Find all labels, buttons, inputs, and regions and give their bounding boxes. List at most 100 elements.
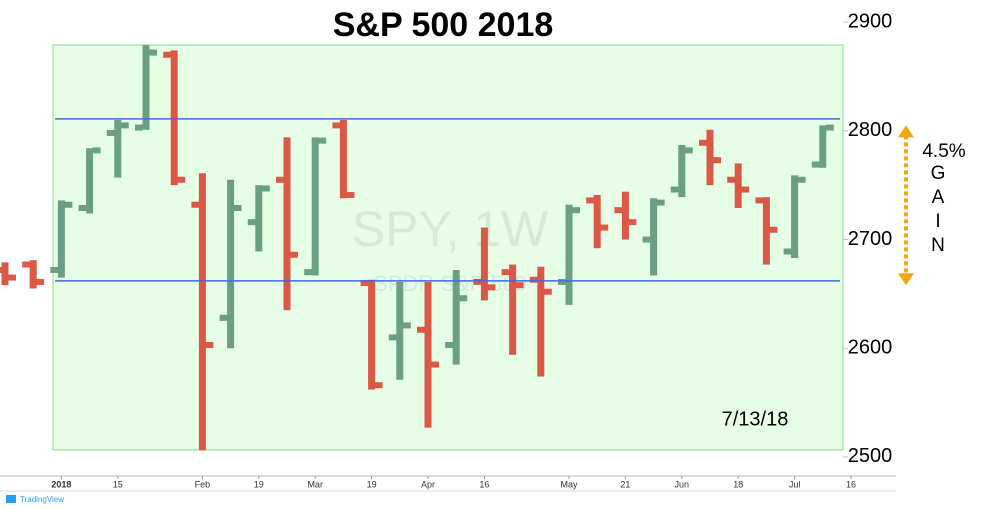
ohlc-open	[360, 280, 369, 287]
source: TradingView	[20, 495, 64, 504]
gain-label: 4.5%	[922, 141, 965, 162]
chart-title: S&P 500 2018	[333, 6, 554, 44]
ohlc-open	[642, 236, 651, 243]
x-tick-label: 18	[733, 479, 743, 489]
ohlc-open	[388, 334, 397, 341]
x-tick-label: 2018	[51, 479, 71, 489]
ohlc-open	[22, 261, 31, 268]
ohlc-range	[452, 269, 460, 365]
ohlc-range	[762, 197, 770, 265]
ohlc-range	[706, 129, 714, 186]
ohlc-range	[368, 279, 376, 390]
gain-letter: A	[932, 187, 945, 208]
ohlc-range	[283, 137, 291, 311]
gain-arrow-head	[898, 273, 914, 286]
ohlc-close	[656, 199, 665, 206]
ohlc-range	[86, 148, 94, 214]
ohlc-open	[670, 186, 679, 193]
date-annotation: 7/13/18	[722, 408, 789, 430]
ohlc-close	[543, 288, 552, 295]
ohlc-open	[529, 276, 538, 283]
ohlc-close	[600, 224, 609, 231]
y-tick-label: 2700	[848, 228, 893, 250]
gain-letter: N	[931, 235, 945, 256]
ohlc-close	[374, 382, 383, 389]
ohlc-open	[0, 266, 2, 273]
ohlc-range	[339, 119, 347, 199]
x-tick-label: 21	[620, 479, 630, 489]
ohlc-range	[650, 198, 658, 276]
ohlc-open	[699, 139, 707, 146]
ohlc-range	[565, 204, 573, 305]
ohlc-close	[741, 186, 750, 193]
ohlc-range	[1, 262, 9, 286]
ohlc-range	[114, 119, 122, 178]
ohlc-close	[205, 341, 214, 348]
ohlc-close	[459, 295, 468, 302]
ohlc-open	[417, 326, 425, 333]
x-tick-label: 19	[367, 479, 377, 489]
ohlc-open	[135, 124, 143, 131]
x-tick-label: Feb	[195, 479, 211, 489]
ohlc-close	[177, 176, 186, 183]
ohlc-open	[304, 269, 313, 276]
ohlc-range	[57, 200, 65, 278]
y-tick-label: 2500	[848, 445, 893, 467]
ohlc-range	[29, 260, 37, 289]
ohlc-range	[480, 227, 488, 301]
x-tick-label: Jul	[789, 479, 801, 489]
ohlc-close	[684, 147, 693, 154]
ohlc-open	[473, 278, 482, 285]
ohlc-close	[290, 251, 298, 258]
ohlc-close	[402, 322, 411, 329]
x-tick-label: 16	[479, 479, 489, 489]
ohlc-close	[431, 361, 439, 368]
ohlc-open	[783, 248, 792, 255]
ohlc-range	[227, 179, 235, 349]
x-tick-label: 19	[254, 479, 264, 489]
ohlc-open	[501, 269, 510, 276]
ohlc-range	[142, 44, 150, 130]
x-tick-label: Mar	[307, 479, 323, 489]
ohlc-close	[92, 147, 101, 154]
ohlc-open	[163, 51, 172, 58]
ohlc-close	[572, 207, 580, 214]
ohlc-range	[198, 173, 206, 451]
ohlc-close	[515, 282, 524, 289]
ohlc-open	[811, 161, 820, 168]
x-tick-label: 15	[113, 479, 123, 489]
ohlc-open	[614, 207, 623, 214]
ohlc-close	[261, 185, 270, 192]
y-tick-label: 2600	[848, 337, 893, 359]
ohlc-range	[311, 137, 319, 276]
ohlc-open	[332, 122, 341, 129]
ohlc-range	[678, 144, 686, 198]
ohlc-open	[445, 341, 454, 348]
ohlc-open	[106, 130, 115, 137]
ohlc-open	[727, 176, 736, 183]
ohlc-open	[558, 278, 566, 285]
source-logo	[6, 495, 16, 503]
ohlc-close	[233, 205, 242, 212]
ohlc-close	[149, 49, 157, 56]
y-tick-label: 2800	[848, 119, 893, 141]
ohlc-range	[593, 194, 601, 249]
y-tick-label: 2900	[848, 10, 893, 32]
ohlc-close	[487, 284, 496, 291]
ohlc-open	[50, 266, 59, 273]
x-tick-label: Apr	[421, 479, 435, 489]
ohlc-close	[825, 124, 834, 131]
ohlc-open	[219, 314, 228, 321]
ohlc-open	[755, 197, 764, 204]
ohlc-range	[170, 50, 178, 186]
ohlc-range	[424, 281, 432, 428]
ohlc-close	[8, 274, 16, 281]
ohlc-range	[255, 185, 263, 252]
ohlc-range	[396, 281, 404, 380]
ohlc-close	[120, 122, 129, 129]
ohlc-range	[791, 175, 799, 259]
ohlc-close	[64, 201, 73, 208]
ohlc-range	[621, 191, 629, 240]
ohlc-close	[36, 278, 45, 285]
